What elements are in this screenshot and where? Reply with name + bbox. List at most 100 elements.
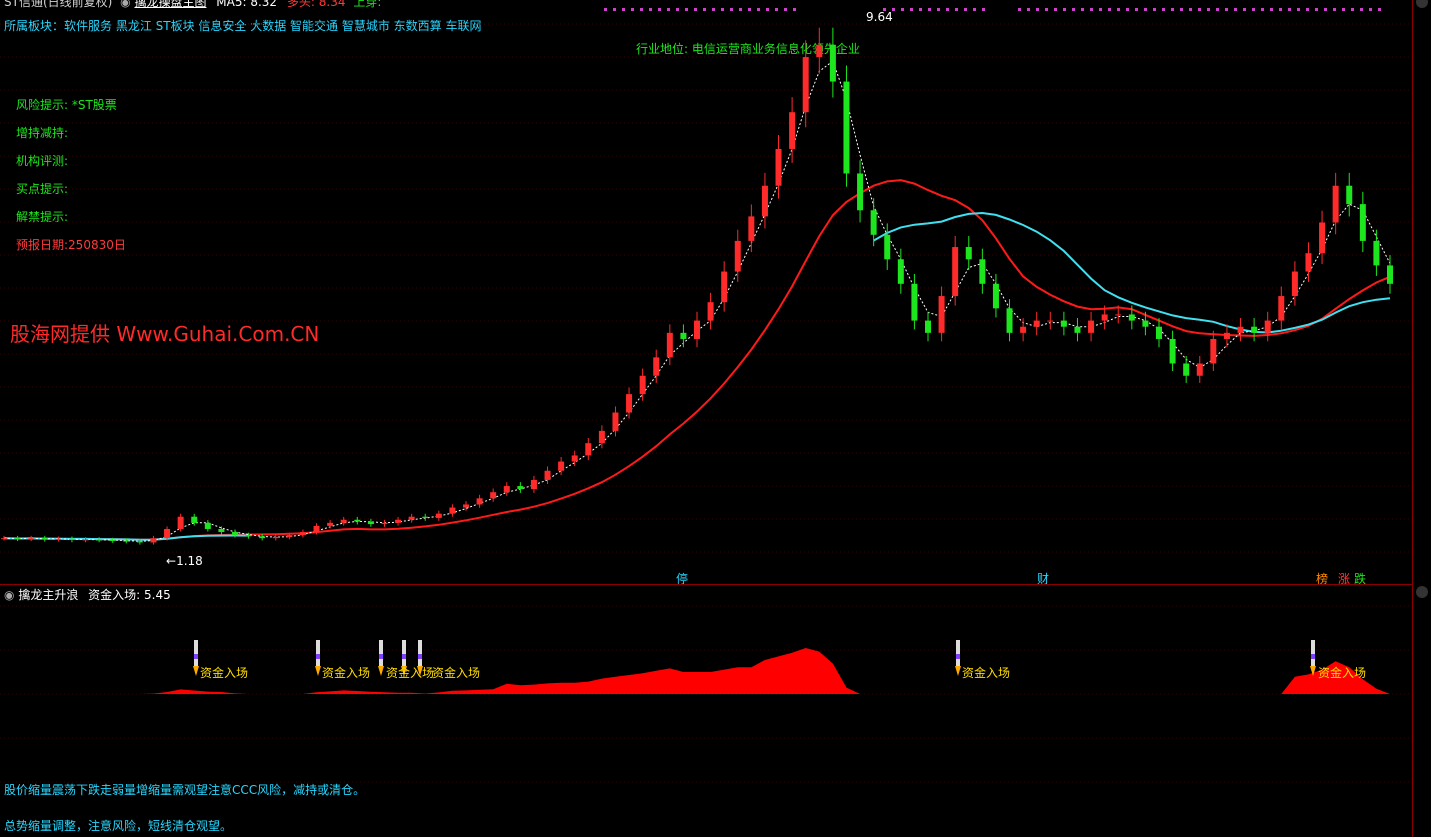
candle-body: [1346, 185, 1353, 205]
rocket-flame-icon: [315, 666, 321, 676]
candle-body: [1047, 320, 1054, 322]
candle-body: [150, 538, 157, 543]
top-dot: [1036, 8, 1039, 11]
candle-body: [829, 44, 836, 82]
candle-body: [1359, 204, 1366, 241]
buy-tip: 买点提示:: [16, 182, 69, 196]
top-dot: [1261, 8, 1264, 11]
candle-body: [992, 283, 999, 309]
candle-body: [123, 540, 130, 542]
sub-panel-title: ◉ 擒龙主升浪 资金入场: 5.45: [4, 586, 171, 603]
top-dot: [694, 8, 697, 11]
rocket-flame-icon: [1310, 666, 1316, 676]
fund-flow-chart[interactable]: [0, 584, 1412, 837]
candle-body: [789, 112, 796, 149]
top-dot: [928, 8, 931, 11]
candle-body: [490, 492, 497, 499]
candle-body: [204, 522, 211, 529]
candle-body: [109, 540, 116, 541]
window-button-icon[interactable]: [1416, 0, 1428, 8]
top-dot: [1342, 8, 1345, 11]
candle-body: [1332, 185, 1339, 223]
sub-indicator-name[interactable]: 擒龙主升浪: [18, 588, 79, 602]
rocket-band-icon: [194, 654, 198, 659]
candle-body: [748, 216, 755, 241]
ma-short-line: [3, 60, 1391, 542]
signal-label-3: 资金入场: [386, 666, 435, 680]
rocket-signal-icon: [418, 640, 422, 666]
event-marker-rank[interactable]: 榜: [1316, 572, 1329, 586]
rocket-band-icon: [316, 654, 320, 659]
holdings-tip: 增持减持:: [16, 126, 69, 140]
candle-body: [1251, 326, 1258, 333]
candle-body: [530, 479, 537, 490]
candle-body: [14, 538, 21, 540]
rocket-flame-icon: [955, 666, 961, 676]
top-dot: [1279, 8, 1282, 11]
candle-body: [1305, 253, 1312, 272]
event-marker-finance[interactable]: 财: [1037, 572, 1050, 586]
top-dot: [1252, 8, 1255, 11]
top-dot: [883, 8, 886, 11]
risk-tip: 风险提示: *ST股票: [16, 98, 117, 112]
collapse-icon[interactable]: ◉: [4, 588, 15, 602]
top-dot: [1234, 8, 1237, 11]
top-dot: [631, 8, 634, 11]
candle-body: [1264, 320, 1271, 333]
rocket-band-icon: [1311, 654, 1315, 659]
candle-body: [1210, 338, 1217, 364]
candle-body: [164, 528, 171, 539]
candle-body: [1006, 308, 1013, 333]
panel-divider: [0, 584, 1413, 585]
chart-header: ST信通(日线前复权) ◉ 擒龙操盘主图 MA5: 8.32 多头: 8.34 …: [4, 0, 381, 10]
candle-body: [734, 240, 741, 272]
top-dot: [613, 8, 616, 11]
top-dot: [964, 8, 967, 11]
top-dot: [937, 8, 940, 11]
signal-label-1: 资金入场: [200, 666, 249, 680]
low-value: 1.18: [176, 554, 203, 568]
price-chart[interactable]: [0, 0, 1412, 584]
candle-body: [1101, 314, 1108, 321]
candle-body: [82, 539, 89, 541]
candle-body: [1, 538, 7, 540]
event-marker-limit-up[interactable]: 涨: [1338, 572, 1351, 586]
candle-body: [897, 259, 904, 284]
top-dot: [766, 8, 769, 11]
top-dot: [1063, 8, 1066, 11]
signal-label-4: 资金入场: [432, 666, 481, 680]
event-marker-stop[interactable]: 停: [676, 572, 689, 586]
rocket-signal-icon: [1311, 640, 1315, 666]
rocket-flame-icon: [378, 666, 384, 676]
collapse-icon[interactable]: ◉: [120, 0, 131, 9]
signal-label-5: 资金入场: [962, 666, 1011, 680]
candle-body: [884, 234, 891, 260]
candle-body: [843, 81, 850, 174]
bottom-advice-2: 总势缩量调整，注意风险，短线清仓观望。: [4, 819, 233, 833]
candle-body: [1373, 240, 1380, 266]
top-dot: [730, 8, 733, 11]
top-dot: [640, 8, 643, 11]
rocket-signal-icon: [379, 640, 383, 666]
indicator-name[interactable]: 擒龙操盘主图: [134, 0, 207, 9]
candle-body: [1319, 222, 1326, 254]
right-axis: [1412, 0, 1413, 837]
top-dot: [685, 8, 688, 11]
signal-label-6: 资金入场: [1318, 666, 1367, 680]
top-dot: [757, 8, 760, 11]
candle-body: [1033, 320, 1040, 327]
event-marker-limit-down[interactable]: 跌: [1354, 572, 1367, 586]
candle-body: [1183, 363, 1190, 376]
top-dot: [1198, 8, 1201, 11]
top-dot: [910, 8, 913, 11]
top-dot: [1153, 8, 1156, 11]
candle-body: [1387, 265, 1393, 284]
candle-body: [259, 536, 266, 539]
top-dot: [649, 8, 652, 11]
candle-body: [327, 522, 334, 526]
fund-flow-area: [4, 648, 1390, 694]
candle-body: [1223, 332, 1230, 339]
candle-body: [721, 271, 728, 303]
panel-button-icon[interactable]: [1416, 586, 1428, 598]
